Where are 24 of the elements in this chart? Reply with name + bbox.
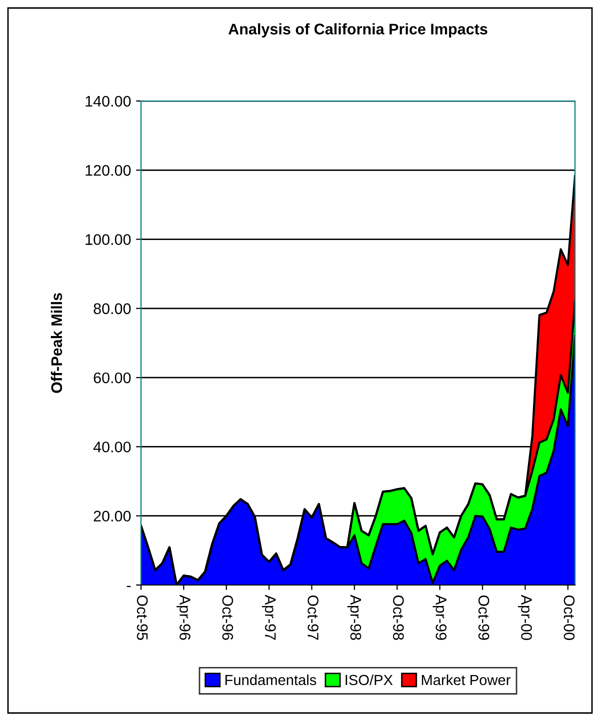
y-tick-label: 120.00 [86,165,131,176]
y-tick-label: 100.00 [86,234,131,245]
legend-label: ISO/PX [346,674,393,686]
y-axis-title: Off-Peak Mills [50,293,62,393]
x-tick-label: Oct-95 [136,595,148,640]
y-tick-label: 40.00 [93,442,131,452]
x-tick-label: Oct-99 [478,595,490,640]
legend-label: Fundamentals [225,674,316,686]
x-tick-label: Apr-98 [347,594,362,640]
x-tick-label: Oct-98 [393,595,404,640]
y-tick-label: - [126,586,131,588]
y-tick-label: 20.00 [94,510,131,522]
y-tick-label: 140.00 [86,96,131,107]
chart-title: Analysis of California Price Impacts [228,23,488,38]
x-tick-label: Apr-00 [518,594,532,640]
y-tick-label: 80.00 [94,303,131,314]
x-tick-label: Oct-97 [308,595,318,640]
y-tick-label: 60.00 [94,372,131,384]
x-tick-label: Oct-96 [222,595,234,640]
x-tick-label: Oct-00 [564,595,575,640]
x-tick-label: Apr-99 [432,594,447,640]
x-tick-label: Apr-97 [262,594,276,640]
legend-label: Market Power [422,674,510,686]
x-tick-label: Apr-96 [176,594,190,640]
